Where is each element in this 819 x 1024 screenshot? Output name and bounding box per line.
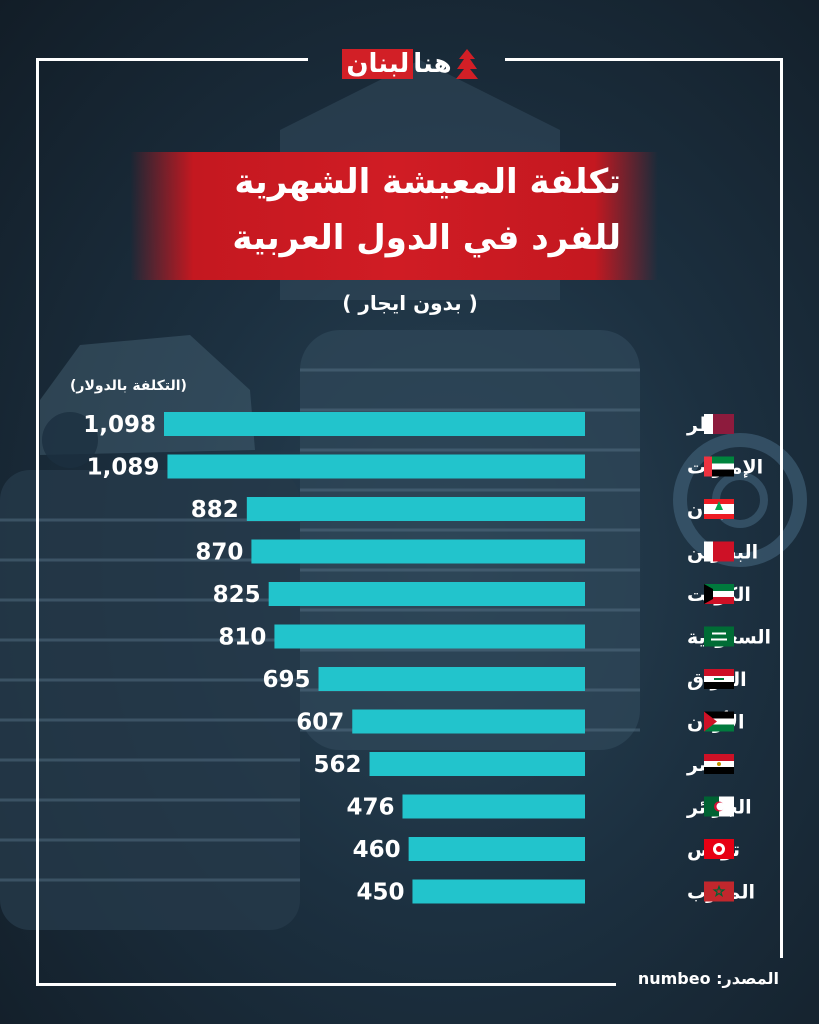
- bahrain-flag-icon: [704, 541, 734, 562]
- kuwait-flag-icon: [704, 584, 734, 604]
- value-label-9: 476: [346, 795, 394, 821]
- logo-word-1: هنا: [413, 49, 452, 79]
- jordan-flag-icon: [704, 711, 734, 732]
- value-label-1: 1,089: [87, 455, 160, 481]
- logo-text: هنالبنان: [342, 49, 452, 79]
- uae-flag-icon: [704, 456, 734, 477]
- source-label: المصدر:: [716, 969, 779, 988]
- tunisia-flag-icon: [704, 839, 734, 859]
- bar-3: [251, 539, 585, 564]
- frame-right: [780, 58, 783, 958]
- value-label-6: 695: [263, 667, 311, 693]
- value-label-0: 1,098: [83, 412, 156, 438]
- title-line-1: تكلفة المعيشة الشهرية: [234, 162, 621, 202]
- bar-2: [246, 497, 585, 521]
- qatar-flag-icon: [704, 414, 734, 434]
- title-line-2: للفرد في الدول العربية: [232, 218, 621, 258]
- source-value: numbeo: [637, 969, 711, 988]
- value-label-3: 870: [195, 540, 243, 566]
- bar-4: [268, 582, 585, 606]
- subtitle: ( بدون ايجار ): [342, 291, 478, 315]
- logo-word-2: لبنان: [342, 49, 414, 79]
- brand-logo: هنالبنان: [334, 42, 486, 86]
- value-label-7: 607: [296, 710, 344, 736]
- value-label-2: 882: [191, 497, 239, 523]
- frame-bottom: [36, 983, 616, 986]
- bar-5: [274, 624, 585, 649]
- bar-0: [164, 412, 585, 436]
- egypt-flag-icon: [704, 754, 734, 774]
- value-label-10: 460: [353, 837, 401, 863]
- bar-8: [369, 752, 585, 776]
- bar-10: [408, 837, 585, 861]
- lebanon-flag-icon: [704, 499, 734, 519]
- saudi-flag-icon: [704, 626, 734, 647]
- cedar-icon: [455, 49, 478, 79]
- morocco-flag-icon: [704, 881, 734, 902]
- frame-top-right: [505, 58, 783, 61]
- source-note: المصدر: numbeo: [638, 968, 779, 990]
- frame-top-left: [36, 58, 308, 61]
- algeria-flag-icon: [704, 796, 734, 817]
- value-label-4: 825: [213, 582, 261, 608]
- value-label-11: 450: [356, 880, 404, 906]
- bar-6: [318, 667, 585, 691]
- bar-9: [402, 794, 585, 819]
- value-label-8: 562: [313, 752, 361, 778]
- title-banner: [130, 152, 658, 280]
- value-label-5: 810: [218, 625, 266, 651]
- unit-note: (التكلفة بالدولار): [70, 378, 187, 394]
- bar-7: [352, 709, 585, 734]
- bar-11: [412, 879, 585, 904]
- iraq-flag-icon: [704, 669, 734, 689]
- bar-1: [167, 454, 586, 479]
- frame-left: [36, 58, 39, 986]
